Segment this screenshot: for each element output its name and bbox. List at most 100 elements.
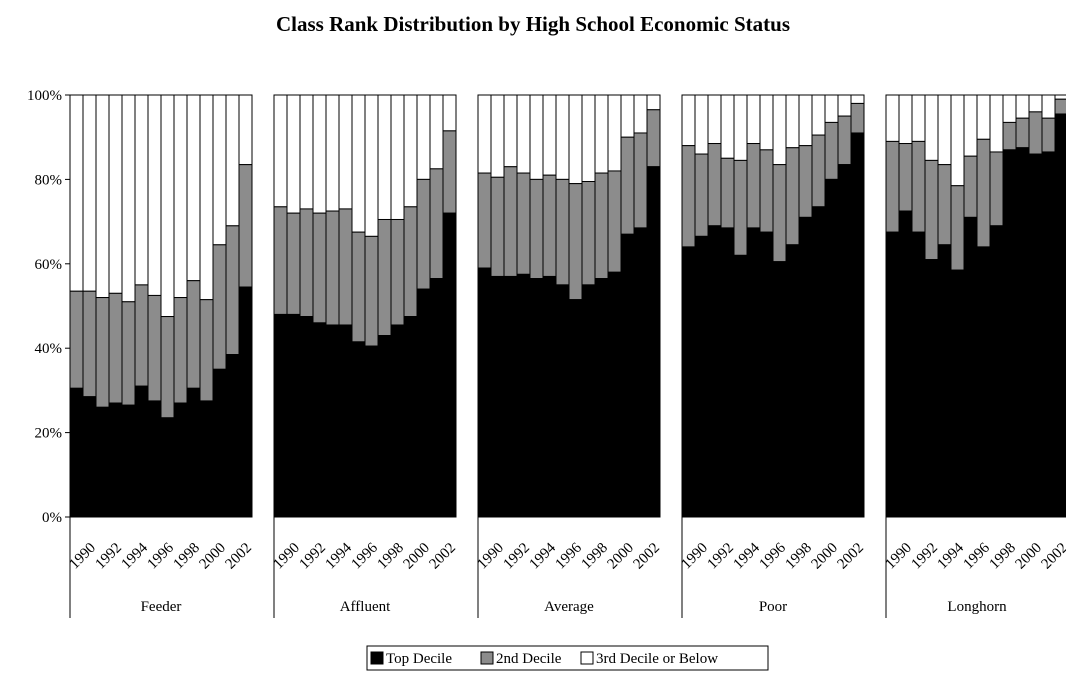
bar-segment-3rd-decile [490,94,505,178]
bar-segment-top-decile [416,288,431,518]
bar-segment-3rd-decile [212,94,227,246]
legend-box [366,645,769,671]
bar-segment-2nd-decile [707,143,722,227]
bar-segment-3rd-decile [824,94,839,123]
bar-segment-top-decile [759,231,774,518]
bar-segment-2nd-decile [772,164,787,263]
bar-segment-top-decile [707,225,722,518]
bar-segment-3rd-decile [837,94,852,117]
bar-segment-3rd-decile [442,94,457,132]
bar-segment-2nd-decile [238,164,253,288]
bar-segment-top-decile [542,275,557,518]
bar-segment-top-decile [299,316,314,518]
bar-segment-2nd-decile [1028,111,1043,155]
bar-segment-top-decile [364,345,379,518]
bar-segment-2nd-decile [1002,121,1017,151]
bar-segment-top-decile [442,212,457,518]
x-tick-label-year: 1996 [145,540,178,573]
bar-segment-top-decile [403,316,418,518]
bar-segment-3rd-decile [134,94,149,286]
bar-segment-3rd-decile [82,94,97,292]
legend-entry: 2nd Decile [496,651,562,667]
bar-segment-3rd-decile [746,94,761,145]
bar-segment-3rd-decile [911,94,926,142]
bar-segment-top-decile [950,269,965,518]
bar-segment-2nd-decile [646,109,661,168]
bar-segment-2nd-decile [568,183,583,301]
bar-segment-2nd-decile [273,206,288,315]
bar-segment-2nd-decile [477,172,492,269]
bar-segment-2nd-decile [937,164,952,246]
bar-segment-2nd-decile [429,168,444,280]
bar-segment-top-decile [186,387,201,518]
bar-segment-top-decile [694,235,709,518]
bar-segment-top-decile [147,400,162,518]
x-tick-label-year: 1994 [119,540,152,573]
legend-swatch [370,651,384,665]
x-tick-label-year: 2000 [605,540,638,573]
x-tick-label-year: 1994 [323,540,356,573]
bar-segment-3rd-decile [720,94,735,159]
x-tick-label-year: 1994 [527,540,560,573]
group-label: Feeder [141,599,182,615]
bar-segment-top-decile [898,210,913,518]
bar-segment-2nd-decile [403,206,418,318]
bar-segment-2nd-decile [325,210,340,326]
bar-segment-2nd-decile [69,290,84,389]
y-tick-label: 100% [27,88,62,104]
bar-segment-2nd-decile [108,292,123,404]
bar-segment-3rd-decile [199,94,214,301]
x-tick-label-year: 2002 [1039,540,1066,573]
bar-segment-top-decile [581,284,596,518]
bar-segment-top-decile [516,273,531,518]
bar-segment-3rd-decile [924,94,939,161]
bar-segment-3rd-decile [160,94,175,318]
x-tick-label-year: 1990 [271,540,304,573]
bar-segment-3rd-decile [403,94,418,208]
x-tick-label-year: 1996 [553,540,586,573]
x-tick-label-year: 1990 [67,540,100,573]
group-label: Average [544,599,594,615]
bar-segment-2nd-decile [620,136,635,235]
bar-segment-top-decile [681,246,696,518]
bar-segment-3rd-decile [121,94,136,303]
bar-segment-top-decile [121,404,136,518]
bar-segment-3rd-decile [69,94,84,292]
x-tick-label-year: 2000 [1013,540,1046,573]
bar-segment-2nd-decile [976,138,991,248]
bar-segment-2nd-decile [503,166,518,277]
bar-segment-3rd-decile [798,94,813,147]
legend-swatch [580,651,594,665]
bar-segment-3rd-decile [1002,94,1017,123]
legend-entry: 3rd Decile or Below [596,651,718,667]
y-tick-label: 40% [35,341,63,357]
bar-segment-3rd-decile [989,94,1004,153]
bar-segment-3rd-decile [273,94,288,208]
y-tick-label: 60% [35,257,63,273]
bar-segment-2nd-decile [134,284,149,387]
bar-segment-3rd-decile [186,94,201,282]
bar-segment-top-decile [69,387,84,518]
bar-segment-3rd-decile [568,94,583,185]
bar-segment-3rd-decile [225,94,240,227]
bar-segment-top-decile [937,244,952,518]
bar-segment-2nd-decile [490,176,505,277]
bar-segment-top-decile [351,341,366,518]
bar-segment-top-decile [338,324,353,518]
legend-entry: Top Decile [386,651,452,667]
bar-segment-top-decile [1002,149,1017,518]
bar-segment-2nd-decile [377,218,392,337]
bar-segment-top-decile [976,246,991,518]
x-tick-label-year: 1992 [501,540,534,573]
legend-swatch [480,651,494,665]
bar-segment-3rd-decile [898,94,913,145]
bar-segment-3rd-decile [477,94,492,174]
bar-segment-3rd-decile [299,94,314,210]
bar-segment-top-decile [824,178,839,518]
bar-segment-2nd-decile [542,174,557,277]
bar-segment-top-decile [377,335,392,518]
bar-segment-2nd-decile [364,235,379,347]
bar-segment-2nd-decile [746,143,761,229]
bar-segment-top-decile [160,417,175,518]
